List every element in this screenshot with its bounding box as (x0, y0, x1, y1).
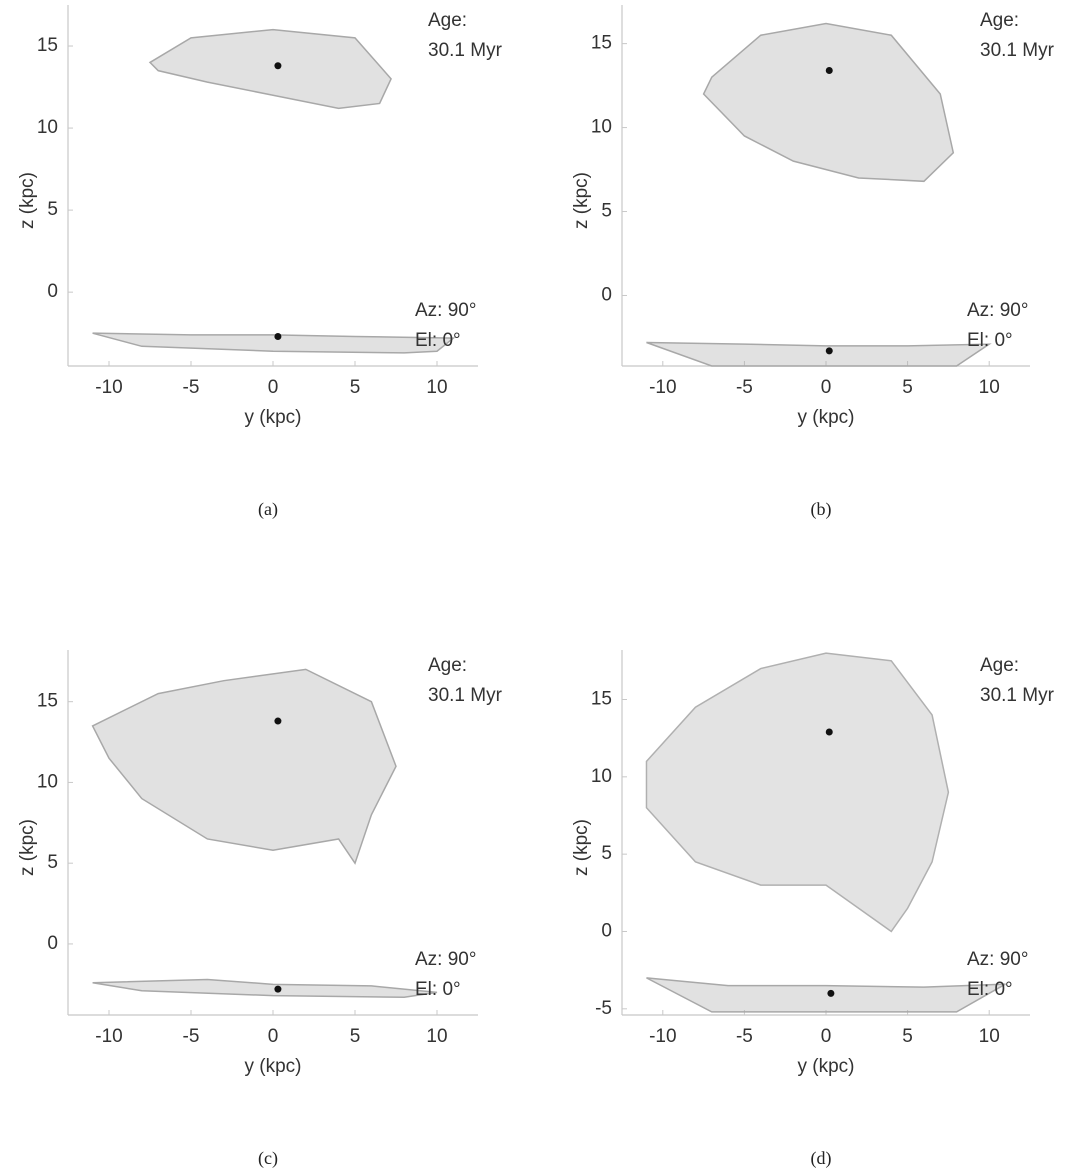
annotation: 30.1 Myr (980, 685, 1055, 706)
y-tick-label: 10 (37, 771, 58, 792)
y-tick-label: 15 (37, 691, 58, 712)
caption: (a) (258, 499, 278, 520)
x-tick-label: 5 (350, 1026, 361, 1047)
particle-cloud (92, 978, 438, 998)
x-tick-label: 5 (902, 377, 913, 398)
x-tick-label: 10 (979, 1026, 1000, 1047)
x-tick-label: -5 (736, 1026, 753, 1047)
y-axis-label: z (kpc) (17, 819, 38, 876)
y-tick-label: 10 (591, 766, 612, 787)
annotation: El: 0° (415, 979, 461, 1000)
y-tick-label: -5 (595, 998, 612, 1019)
center-point (274, 717, 282, 725)
x-tick-label: -10 (95, 1026, 122, 1047)
particle-cloud (645, 652, 950, 933)
annotation: 30.1 Myr (428, 685, 503, 706)
annotation: Az: 90° (415, 300, 476, 321)
annotation: 30.1 Myr (428, 40, 503, 61)
y-axis-label: z (kpc) (571, 819, 592, 876)
y-tick-label: 0 (47, 933, 58, 954)
y-tick-label: 5 (601, 201, 612, 222)
y-tick-label: 5 (601, 843, 612, 864)
annotation: Age: (428, 655, 467, 676)
caption: (d) (811, 1148, 832, 1169)
x-tick-label: -5 (183, 1026, 200, 1047)
annotation: El: 0° (967, 979, 1013, 1000)
center-point (825, 347, 833, 355)
caption: (c) (258, 1148, 278, 1169)
y-tick-label: 5 (47, 199, 58, 220)
x-tick-label: 0 (268, 1026, 279, 1047)
particle-cloud (702, 22, 955, 183)
center-point (825, 728, 833, 736)
center-point (825, 66, 833, 74)
particle-cloud (646, 977, 1006, 1013)
y-tick-label: 10 (37, 117, 58, 138)
y-tick-label: 10 (591, 117, 612, 138)
x-axis-label: y (kpc) (245, 407, 302, 428)
x-tick-label: 5 (350, 377, 361, 398)
x-tick-label: -10 (649, 377, 676, 398)
annotation: Age: (980, 10, 1019, 31)
x-tick-label: 0 (821, 377, 832, 398)
annotation: Az: 90° (967, 949, 1028, 970)
x-tick-label: -10 (649, 1026, 676, 1047)
x-tick-label: -5 (183, 377, 200, 398)
particle-cloud (646, 341, 992, 367)
particle-cloud (148, 28, 392, 110)
annotation: 30.1 Myr (980, 40, 1055, 61)
center-point (274, 985, 282, 993)
particle-cloud (91, 668, 397, 865)
x-tick-label: 0 (268, 377, 279, 398)
x-tick-label: 10 (979, 377, 1000, 398)
y-tick-label: 15 (37, 35, 58, 56)
y-tick-label: 0 (47, 281, 58, 302)
x-tick-label: 10 (426, 377, 447, 398)
annotation: Age: (980, 655, 1019, 676)
y-tick-label: 15 (591, 689, 612, 710)
annotation: Az: 90° (967, 300, 1028, 321)
center-point (274, 62, 282, 70)
center-point (274, 332, 282, 340)
x-tick-label: -10 (95, 377, 122, 398)
y-tick-label: 5 (47, 852, 58, 873)
x-axis-label: y (kpc) (798, 1056, 855, 1077)
center-point (827, 989, 835, 997)
caption: (b) (811, 499, 832, 520)
y-axis-label: z (kpc) (571, 172, 592, 229)
y-tick-label: 0 (601, 920, 612, 941)
x-tick-label: 10 (426, 1026, 447, 1047)
y-tick-label: 15 (591, 33, 612, 54)
x-tick-label: 5 (902, 1026, 913, 1047)
x-tick-label: 0 (821, 1026, 832, 1047)
x-axis-label: y (kpc) (798, 407, 855, 428)
particle-cloud (92, 332, 456, 354)
annotation: El: 0° (967, 330, 1013, 351)
y-axis-label: z (kpc) (17, 172, 38, 229)
x-tick-label: -5 (736, 377, 753, 398)
y-tick-label: 0 (601, 284, 612, 305)
annotation: Az: 90° (415, 949, 476, 970)
x-axis-label: y (kpc) (245, 1056, 302, 1077)
annotation: El: 0° (415, 330, 461, 351)
annotation: Age: (428, 10, 467, 31)
